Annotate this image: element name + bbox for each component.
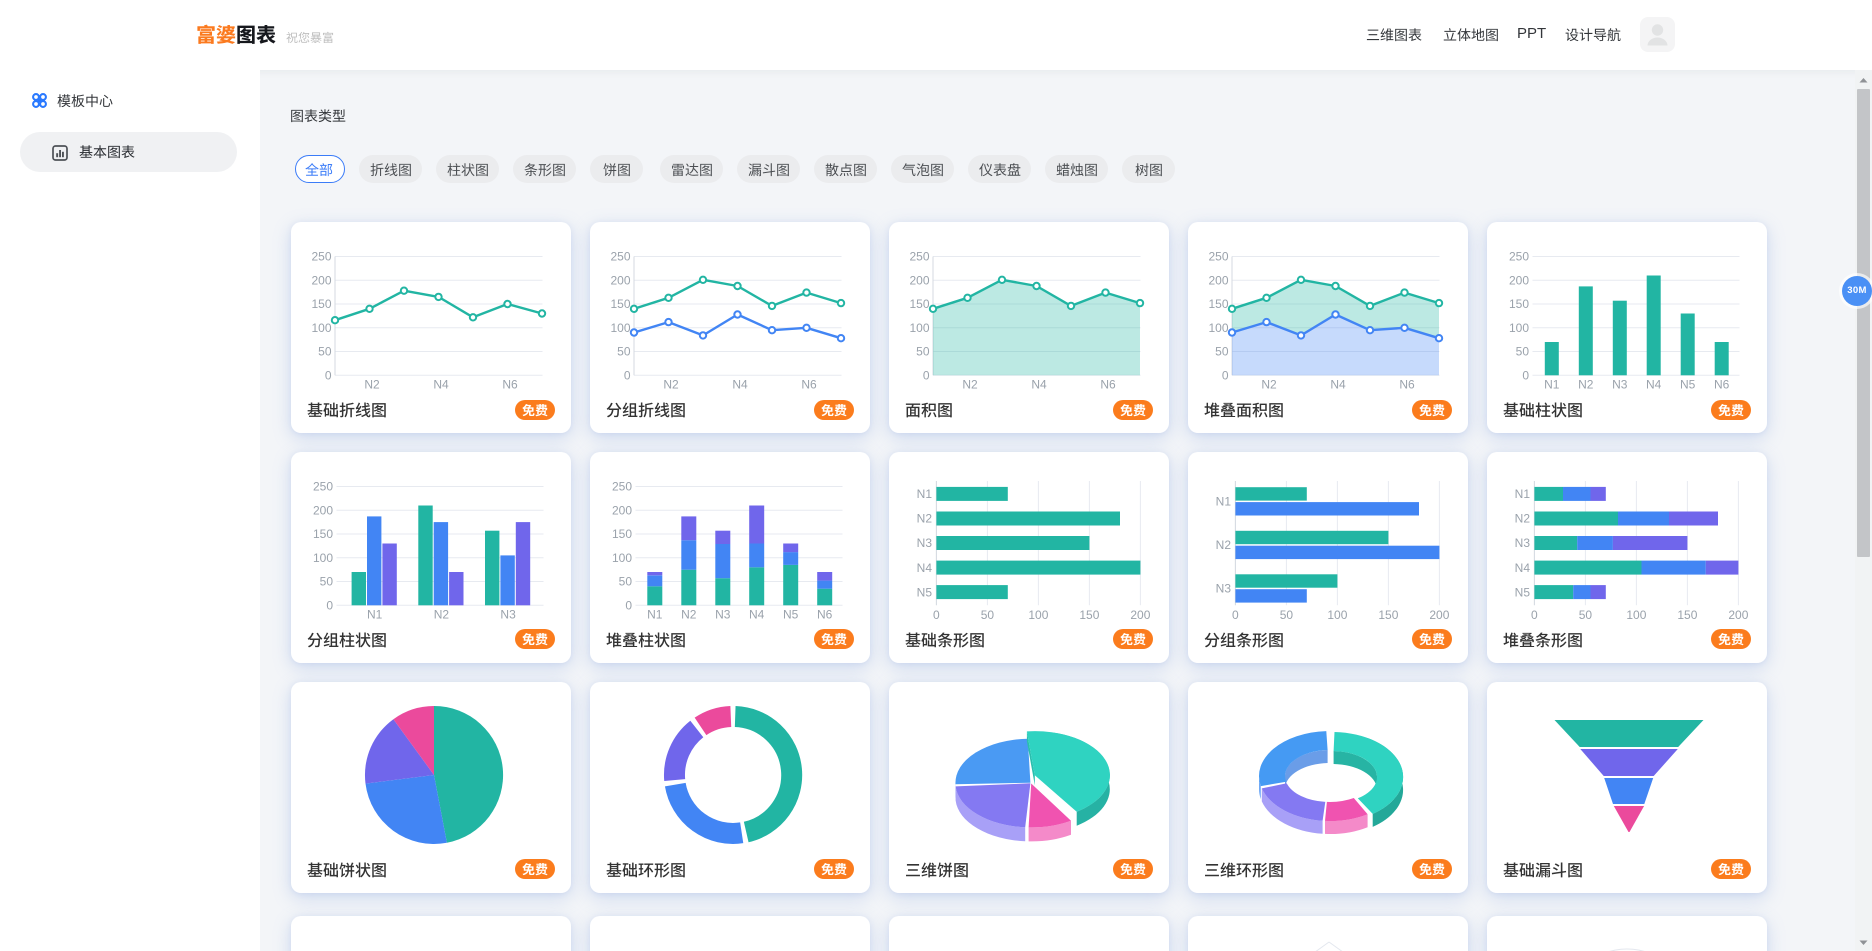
svg-text:200: 200 bbox=[1509, 274, 1529, 288]
svg-text:150: 150 bbox=[909, 297, 929, 311]
svg-text:0: 0 bbox=[933, 608, 940, 622]
svg-text:100: 100 bbox=[1327, 608, 1347, 622]
svg-text:N4: N4 bbox=[1031, 378, 1047, 392]
svg-text:N3: N3 bbox=[1612, 378, 1628, 392]
svg-text:N3: N3 bbox=[500, 607, 516, 621]
svg-text:N6: N6 bbox=[502, 378, 518, 392]
svg-text:0: 0 bbox=[624, 369, 631, 383]
svg-text:N2: N2 bbox=[663, 378, 679, 392]
svg-text:50: 50 bbox=[318, 345, 332, 359]
svg-text:N4: N4 bbox=[1330, 378, 1346, 392]
svg-text:0: 0 bbox=[923, 369, 930, 383]
svg-text:100: 100 bbox=[311, 321, 331, 335]
svg-text:200: 200 bbox=[1429, 608, 1449, 622]
svg-text:N3: N3 bbox=[1515, 536, 1531, 550]
svg-text:250: 250 bbox=[311, 250, 331, 264]
svg-text:N4: N4 bbox=[732, 378, 748, 392]
svg-text:N6: N6 bbox=[1714, 378, 1730, 392]
svg-text:50: 50 bbox=[1579, 608, 1593, 622]
svg-text:N3: N3 bbox=[1216, 581, 1232, 595]
svg-text:N1: N1 bbox=[1544, 378, 1560, 392]
svg-text:200: 200 bbox=[1130, 608, 1150, 622]
svg-text:50: 50 bbox=[617, 345, 631, 359]
svg-text:N6: N6 bbox=[817, 607, 833, 621]
svg-text:N2: N2 bbox=[1216, 538, 1232, 552]
svg-text:150: 150 bbox=[1208, 297, 1228, 311]
svg-text:50: 50 bbox=[1215, 345, 1229, 359]
svg-text:50: 50 bbox=[1516, 345, 1530, 359]
svg-text:N3: N3 bbox=[715, 607, 731, 621]
svg-text:50: 50 bbox=[320, 574, 334, 588]
svg-text:150: 150 bbox=[1677, 608, 1697, 622]
svg-text:N6: N6 bbox=[1100, 378, 1116, 392]
svg-text:N5: N5 bbox=[1680, 378, 1696, 392]
svg-text:200: 200 bbox=[1208, 274, 1228, 288]
svg-text:N3: N3 bbox=[917, 536, 933, 550]
svg-text:100: 100 bbox=[313, 551, 333, 565]
svg-text:150: 150 bbox=[1378, 608, 1398, 622]
svg-text:100: 100 bbox=[909, 321, 929, 335]
svg-text:0: 0 bbox=[1522, 369, 1529, 383]
svg-text:N2: N2 bbox=[1578, 378, 1594, 392]
svg-text:150: 150 bbox=[612, 527, 632, 541]
svg-text:150: 150 bbox=[1509, 297, 1529, 311]
svg-text:0: 0 bbox=[1531, 608, 1538, 622]
svg-text:N5: N5 bbox=[783, 607, 799, 621]
svg-text:200: 200 bbox=[612, 503, 632, 517]
svg-text:200: 200 bbox=[909, 274, 929, 288]
svg-text:100: 100 bbox=[610, 321, 630, 335]
svg-text:N2: N2 bbox=[1261, 378, 1277, 392]
svg-text:50: 50 bbox=[1280, 608, 1294, 622]
svg-text:50: 50 bbox=[981, 608, 995, 622]
svg-text:N1: N1 bbox=[917, 487, 933, 501]
svg-text:N1: N1 bbox=[647, 607, 663, 621]
svg-text:50: 50 bbox=[916, 345, 930, 359]
svg-text:N4: N4 bbox=[749, 607, 765, 621]
svg-text:250: 250 bbox=[313, 479, 333, 493]
svg-text:N1: N1 bbox=[1216, 494, 1232, 508]
svg-text:0: 0 bbox=[625, 598, 632, 612]
svg-text:50: 50 bbox=[619, 574, 633, 588]
svg-text:N4: N4 bbox=[1646, 378, 1662, 392]
svg-text:200: 200 bbox=[610, 274, 630, 288]
svg-text:N2: N2 bbox=[917, 511, 933, 525]
svg-text:N6: N6 bbox=[1399, 378, 1415, 392]
svg-text:200: 200 bbox=[311, 274, 331, 288]
svg-text:150: 150 bbox=[610, 297, 630, 311]
svg-text:200: 200 bbox=[313, 503, 333, 517]
svg-text:250: 250 bbox=[612, 479, 632, 493]
svg-text:0: 0 bbox=[1222, 369, 1229, 383]
svg-text:N5: N5 bbox=[1515, 585, 1531, 599]
svg-text:N5: N5 bbox=[917, 585, 933, 599]
svg-text:N2: N2 bbox=[681, 607, 697, 621]
svg-text:N6: N6 bbox=[801, 378, 817, 392]
svg-text:0: 0 bbox=[326, 598, 333, 612]
svg-text:N1: N1 bbox=[1515, 487, 1531, 501]
svg-text:250: 250 bbox=[610, 250, 630, 264]
svg-text:N2: N2 bbox=[434, 607, 450, 621]
svg-text:100: 100 bbox=[1626, 608, 1646, 622]
svg-text:N4: N4 bbox=[433, 378, 449, 392]
svg-text:150: 150 bbox=[311, 297, 331, 311]
svg-text:150: 150 bbox=[313, 527, 333, 541]
svg-text:200: 200 bbox=[1728, 608, 1748, 622]
svg-text:N4: N4 bbox=[1515, 560, 1531, 574]
svg-text:250: 250 bbox=[909, 250, 929, 264]
svg-text:250: 250 bbox=[1208, 250, 1228, 264]
svg-text:0: 0 bbox=[1232, 608, 1239, 622]
svg-text:250: 250 bbox=[1509, 250, 1529, 264]
svg-text:N2: N2 bbox=[364, 378, 380, 392]
svg-text:100: 100 bbox=[1509, 321, 1529, 335]
svg-text:100: 100 bbox=[1208, 321, 1228, 335]
svg-text:N1: N1 bbox=[367, 607, 383, 621]
svg-text:N2: N2 bbox=[962, 378, 978, 392]
svg-text:100: 100 bbox=[612, 551, 632, 565]
svg-text:150: 150 bbox=[1079, 608, 1099, 622]
svg-text:N2: N2 bbox=[1515, 511, 1531, 525]
svg-text:100: 100 bbox=[1028, 608, 1048, 622]
svg-text:0: 0 bbox=[325, 369, 332, 383]
svg-text:N4: N4 bbox=[917, 560, 933, 574]
